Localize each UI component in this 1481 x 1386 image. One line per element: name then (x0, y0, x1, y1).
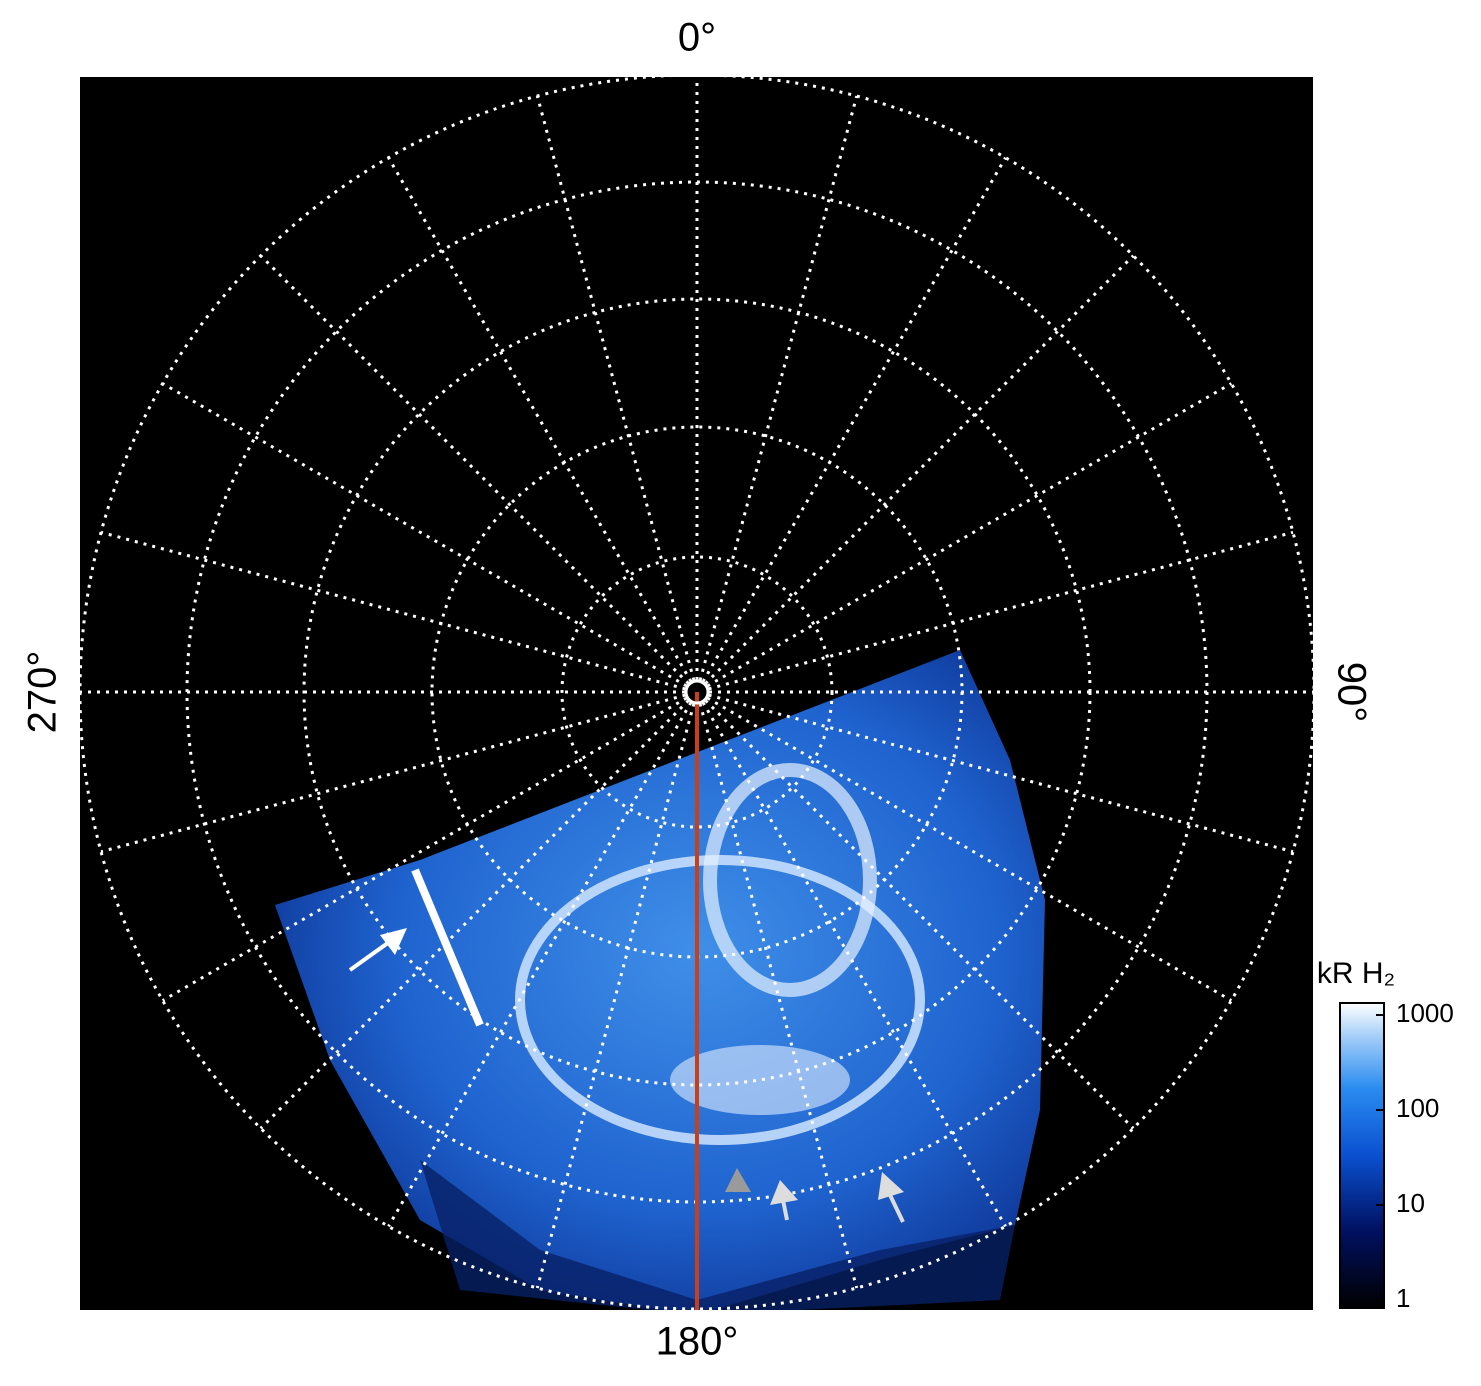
arrow (888, 1194, 905, 1223)
meridian-line (704, 254, 1135, 685)
meridian-line (259, 254, 690, 685)
meridian-line (708, 530, 1294, 691)
colorbar-tick-label: 10 (1396, 1188, 1425, 1218)
colorbar (1339, 1002, 1385, 1309)
angle-tick-label: 90° (1329, 662, 1373, 723)
arrow-head (878, 1172, 904, 1200)
meridian-line (387, 156, 693, 683)
meridian-line (708, 693, 1294, 854)
meridian-line (701, 701, 1007, 1228)
meridian-line (161, 382, 688, 688)
meridian-line (706, 696, 1233, 1002)
meridian-line (387, 701, 693, 1228)
colorbar-tick-label: 100 (1396, 1093, 1439, 1123)
meridian-line (100, 693, 686, 854)
pole-marker (684, 679, 710, 705)
angle-tick-label: 180° (656, 1320, 739, 1364)
meridian-line (259, 699, 690, 1130)
arrows (348, 928, 905, 1223)
meridian-line (161, 696, 688, 1002)
colorbar-tick-label: 1 (1396, 1283, 1410, 1313)
angle-tick-label: 0° (678, 16, 716, 60)
meridian-line (698, 95, 859, 681)
angle-tick-label: 270° (21, 651, 65, 734)
meridian-line (706, 382, 1233, 688)
arrow-head (380, 928, 407, 955)
noise-region (420, 1160, 1015, 1310)
polar-emission (703, 763, 877, 997)
arrow-head (770, 1180, 798, 1205)
meridian-line (701, 156, 1007, 683)
meridian-line (535, 703, 696, 1289)
meridian-line (704, 699, 1135, 1130)
meridian-line (698, 703, 859, 1289)
meridian-line (100, 530, 686, 691)
satellite-band (411, 868, 484, 1027)
latitude-ring (560, 555, 834, 829)
colorbar-label: kR H₂ (1317, 957, 1395, 990)
colorbar-tick-label: 1000 (1396, 998, 1454, 1028)
meridian-line (535, 95, 696, 681)
arrow (348, 938, 394, 972)
arrow-head (725, 1168, 751, 1192)
